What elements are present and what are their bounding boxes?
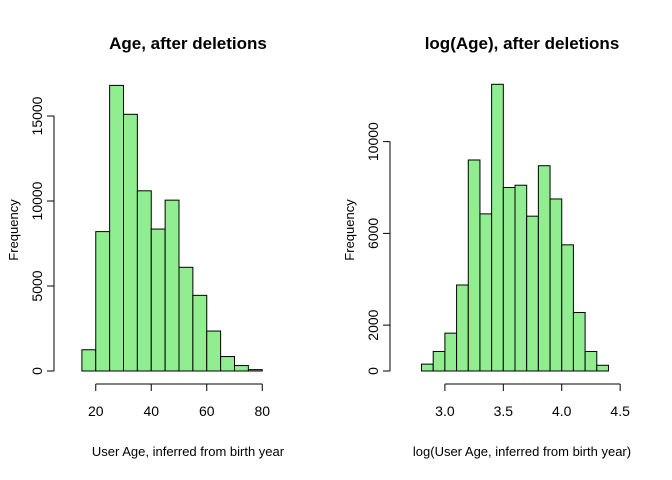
histogram-bar — [432, 351, 446, 372]
x-axis: 20 40 60 80 — [88, 383, 270, 419]
histogram-bar — [206, 330, 222, 372]
histogram-bar — [234, 365, 249, 372]
histogram-bar — [467, 159, 481, 372]
histogram-bar — [549, 198, 563, 372]
histogram-bar — [178, 266, 194, 372]
x-tick-label: 3.0 — [435, 403, 455, 419]
x-tick-label: 20 — [88, 403, 104, 419]
histogram-bar — [421, 363, 434, 372]
y-tick-label: 2000 — [365, 309, 381, 340]
x-tick-label: 60 — [199, 403, 215, 419]
x-axis: 3.0 3.5 4.0 4.5 — [435, 383, 630, 419]
x-axis-label: log(User Age, inferred from birth year) — [413, 444, 631, 459]
histogram-bar — [456, 284, 469, 372]
y-tick-label: 10000 — [365, 122, 381, 161]
histogram-bar — [444, 332, 458, 372]
chart-title: Age, after deletions — [109, 34, 267, 53]
histogram-bar — [526, 215, 539, 372]
histogram-bar — [491, 83, 504, 372]
x-tick-label: 4.5 — [610, 403, 630, 419]
y-axis-label: Frequency — [342, 199, 357, 261]
histogram-bar — [247, 369, 263, 372]
y-tick-label: 6000 — [365, 218, 381, 249]
histogram-bar — [192, 294, 208, 372]
y-tick-label: 0 — [29, 367, 45, 375]
x-tick-label: 4.0 — [552, 403, 572, 419]
log-age-histogram-panel: log(Age), after deletions log(User Age, … — [342, 34, 631, 459]
bars — [421, 83, 609, 372]
bars — [81, 84, 263, 372]
age-histogram-panel: Age, after deletions User Age, inferred … — [6, 34, 285, 459]
y-tick-label: 15000 — [29, 96, 45, 135]
histogram-bar — [479, 213, 493, 372]
y-axis-label: Frequency — [6, 199, 21, 261]
y-tick-label: 0 — [365, 367, 381, 375]
y-tick-label: 10000 — [29, 181, 45, 220]
histogram-bar — [537, 165, 551, 372]
y-axis: 0 2000 6000 10000 — [365, 122, 391, 375]
x-tick-label: 80 — [254, 403, 270, 419]
histogram-bar — [109, 84, 124, 372]
histogram-bar — [123, 113, 138, 372]
histogram-bar — [136, 190, 152, 372]
histogram-bar — [95, 231, 111, 372]
y-tick-label: 5000 — [29, 270, 45, 301]
x-tick-label: 40 — [143, 403, 159, 419]
histogram-bar — [561, 244, 574, 372]
chart-title: log(Age), after deletions — [425, 34, 620, 53]
histogram-bar — [514, 184, 528, 372]
histogram-bar — [572, 312, 586, 372]
histogram-bar — [150, 228, 166, 372]
histogram-bar — [81, 349, 97, 372]
histogram-bar — [596, 364, 609, 372]
histogram-bar — [584, 351, 598, 372]
x-tick-label: 3.5 — [494, 403, 514, 419]
y-axis: 0 5000 10000 15000 — [29, 96, 55, 375]
x-axis-label: User Age, inferred from birth year — [92, 444, 285, 459]
histogram-bar — [220, 356, 235, 372]
histogram-bar — [164, 199, 180, 372]
histogram-bar — [502, 187, 516, 372]
